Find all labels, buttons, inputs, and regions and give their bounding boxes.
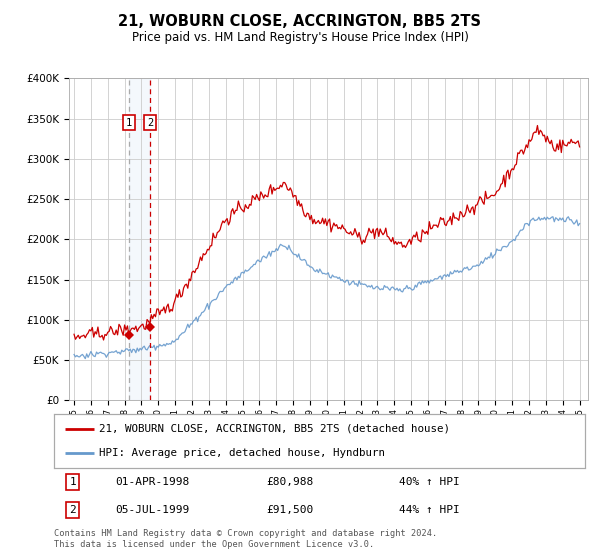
Text: 1: 1 [69,477,76,487]
Text: 2: 2 [69,505,76,515]
Text: 01-APR-1998: 01-APR-1998 [115,477,190,487]
Text: £91,500: £91,500 [266,505,314,515]
Text: 1: 1 [125,118,132,128]
Text: 21, WOBURN CLOSE, ACCRINGTON, BB5 2TS: 21, WOBURN CLOSE, ACCRINGTON, BB5 2TS [119,14,482,29]
Text: 44% ↑ HPI: 44% ↑ HPI [399,505,460,515]
Text: 21, WOBURN CLOSE, ACCRINGTON, BB5 2TS (detached house): 21, WOBURN CLOSE, ACCRINGTON, BB5 2TS (d… [99,424,450,434]
Text: £80,988: £80,988 [266,477,314,487]
Text: HPI: Average price, detached house, Hyndburn: HPI: Average price, detached house, Hynd… [99,448,385,458]
Text: 40% ↑ HPI: 40% ↑ HPI [399,477,460,487]
Text: 2: 2 [147,118,153,128]
Text: 05-JUL-1999: 05-JUL-1999 [115,505,190,515]
Bar [129,78,150,400]
Text: Contains HM Land Registry data © Crown copyright and database right 2024.
This d: Contains HM Land Registry data © Crown c… [54,529,437,549]
Text: Price paid vs. HM Land Registry's House Price Index (HPI): Price paid vs. HM Land Registry's House … [131,31,469,44]
